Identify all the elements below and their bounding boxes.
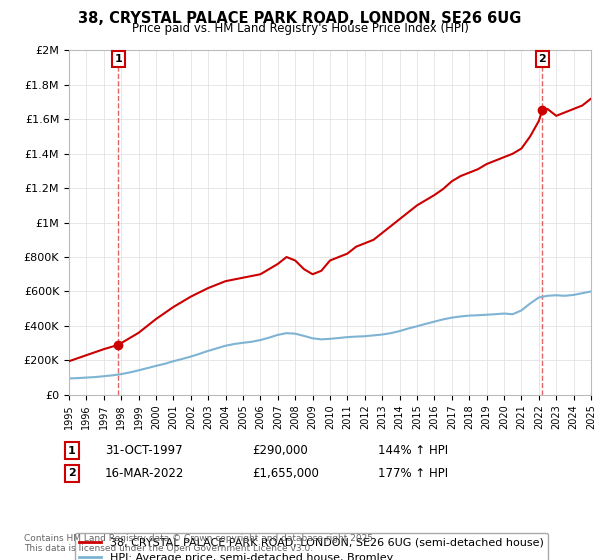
Text: 1: 1 [115, 54, 122, 64]
Text: Contains HM Land Registry data © Crown copyright and database right 2025.
This d: Contains HM Land Registry data © Crown c… [24, 534, 376, 553]
Text: 144% ↑ HPI: 144% ↑ HPI [378, 444, 448, 458]
Text: 177% ↑ HPI: 177% ↑ HPI [378, 466, 448, 480]
Text: 1: 1 [68, 446, 76, 456]
Text: 16-MAR-2022: 16-MAR-2022 [105, 466, 184, 480]
Text: 38, CRYSTAL PALACE PARK ROAD, LONDON, SE26 6UG: 38, CRYSTAL PALACE PARK ROAD, LONDON, SE… [79, 11, 521, 26]
Text: £1,655,000: £1,655,000 [252, 466, 319, 480]
Text: 2: 2 [539, 54, 547, 64]
Text: £290,000: £290,000 [252, 444, 308, 458]
Text: 31-OCT-1997: 31-OCT-1997 [105, 444, 182, 458]
Text: 2: 2 [68, 468, 76, 478]
Legend: 38, CRYSTAL PALACE PARK ROAD, LONDON, SE26 6UG (semi-detached house), HPI: Avera: 38, CRYSTAL PALACE PARK ROAD, LONDON, SE… [74, 533, 548, 560]
Text: Price paid vs. HM Land Registry's House Price Index (HPI): Price paid vs. HM Land Registry's House … [131, 22, 469, 35]
